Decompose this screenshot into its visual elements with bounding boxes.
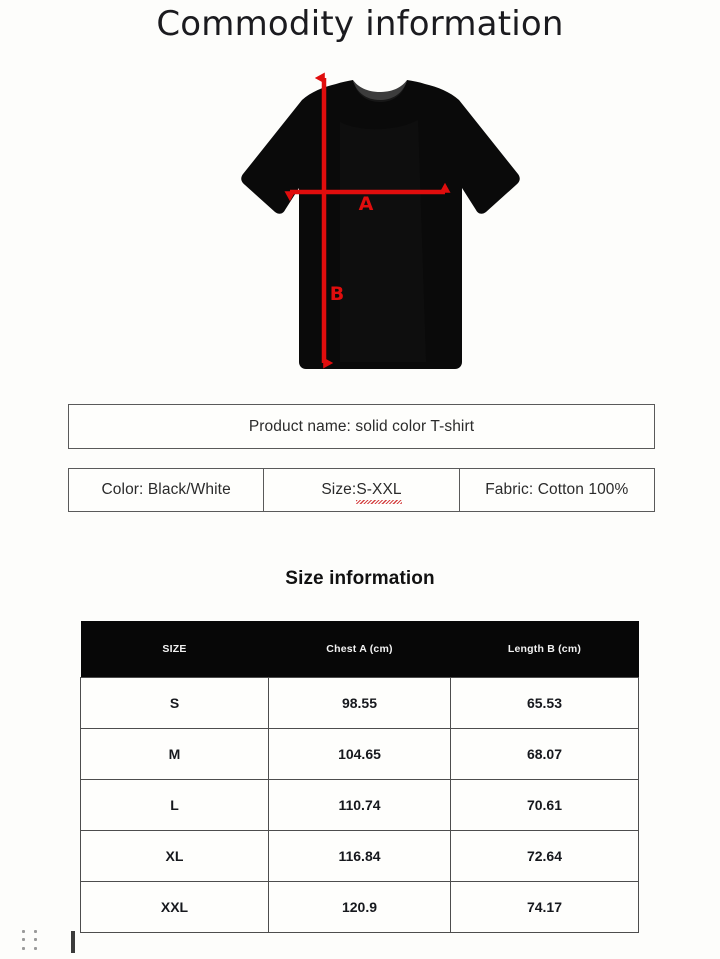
- drag-dot: [33, 930, 37, 933]
- tshirt-silhouette: [241, 80, 520, 369]
- column-header-size: SIZE: [80, 621, 269, 677]
- cell-length: 74.17: [450, 880, 639, 933]
- size-table-head: SIZE Chest A (cm) Length B (cm): [80, 621, 639, 677]
- attribute-color-text: Color: Black/White: [101, 481, 231, 498]
- cell-length: 72.64: [450, 829, 639, 882]
- cell-length: 65.53: [450, 676, 639, 729]
- drag-handle-icon[interactable]: [22, 930, 40, 952]
- table-row: L 110.74 70.61: [80, 778, 639, 831]
- size-section-title: Size information: [285, 568, 435, 589]
- cell-size: XL: [80, 829, 269, 882]
- product-name-box: Product name: solid color T-shirt: [68, 404, 655, 449]
- product-attributes-row: Color: Black/White Size: S-XXL Fabric: C…: [68, 468, 655, 512]
- cell-chest: 120.9: [268, 880, 451, 933]
- table-row: M 104.65 68.07: [80, 727, 639, 780]
- table-row: XL 116.84 72.64: [80, 829, 639, 882]
- cell-length: 68.07: [450, 727, 639, 780]
- size-table-body: S 98.55 65.53 M 104.65 68.07 L 110.74 70…: [80, 676, 639, 933]
- attribute-fabric: Fabric: Cotton 100%: [460, 469, 654, 511]
- cell-chest: 116.84: [268, 829, 451, 882]
- cell-size: S: [80, 676, 269, 729]
- table-row: S 98.55 65.53: [80, 676, 639, 729]
- measurement-arrows: [284, 72, 451, 369]
- cell-size: XXL: [80, 880, 269, 933]
- cell-chest: 98.55: [268, 676, 451, 729]
- drag-dot: [33, 938, 37, 942]
- size-table: SIZE Chest A (cm) Length B (cm) S 98.55 …: [80, 621, 639, 933]
- attribute-size: Size: S-XXL: [264, 469, 460, 511]
- drag-dot: [22, 946, 25, 950]
- column-header-chest: Chest A (cm): [268, 621, 451, 677]
- column-header-length: Length B (cm): [450, 621, 639, 677]
- attribute-color: Color: Black/White: [69, 469, 265, 511]
- attribute-fabric-text: Fabric: Cotton 100%: [485, 481, 629, 498]
- text-caret: [71, 931, 75, 953]
- product-image: A B: [190, 62, 540, 382]
- chest-label-a: A: [359, 193, 374, 215]
- cell-size: M: [80, 727, 269, 780]
- product-name-text: Product name: solid color T-shirt: [248, 417, 475, 435]
- drag-dot: [33, 946, 37, 950]
- drag-dot: [22, 938, 25, 942]
- cell-length: 70.61: [450, 778, 639, 831]
- cell-chest: 110.74: [268, 778, 451, 831]
- page-title: Commodity information: [156, 4, 564, 44]
- length-label-b: B: [330, 283, 344, 305]
- attribute-size-prefix: Size:: [321, 481, 357, 498]
- table-header-row: SIZE Chest A (cm) Length B (cm): [80, 621, 639, 677]
- drag-dot: [22, 930, 25, 933]
- cell-chest: 104.65: [268, 727, 451, 780]
- attribute-size-value: S-XXL: [356, 481, 402, 504]
- table-row: XXL 120.9 74.17: [80, 880, 639, 933]
- cell-size: L: [80, 778, 269, 831]
